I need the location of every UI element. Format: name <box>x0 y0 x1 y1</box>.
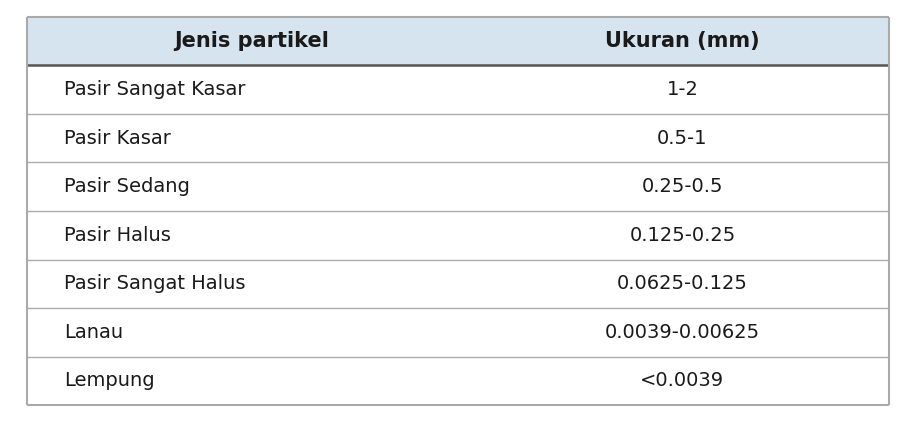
Text: 0.25-0.5: 0.25-0.5 <box>642 177 723 196</box>
Text: Jenis partikel: Jenis partikel <box>174 31 330 51</box>
Text: Pasir Sangat Kasar: Pasir Sangat Kasar <box>64 80 245 99</box>
Text: 0.0625-0.125: 0.0625-0.125 <box>617 274 747 293</box>
Text: Lempung: Lempung <box>64 371 155 390</box>
Bar <box>27 162 889 211</box>
Bar <box>27 308 889 357</box>
Text: 0.125-0.25: 0.125-0.25 <box>629 226 736 245</box>
Bar <box>27 211 889 260</box>
Bar <box>27 114 889 162</box>
Text: Ukuran (mm): Ukuran (mm) <box>605 31 759 51</box>
Bar <box>27 260 889 308</box>
Text: Lanau: Lanau <box>64 323 124 342</box>
Text: Pasir Halus: Pasir Halus <box>64 226 171 245</box>
Text: 0.5-1: 0.5-1 <box>657 129 708 148</box>
Text: 0.0039-0.00625: 0.0039-0.00625 <box>605 323 760 342</box>
Text: Pasir Kasar: Pasir Kasar <box>64 129 171 148</box>
Bar <box>27 65 889 114</box>
Bar <box>27 357 889 405</box>
Text: <0.0039: <0.0039 <box>640 371 725 390</box>
Text: Pasir Sedang: Pasir Sedang <box>64 177 190 196</box>
Text: 1-2: 1-2 <box>667 80 698 99</box>
Text: Pasir Sangat Halus: Pasir Sangat Halus <box>64 274 245 293</box>
Bar <box>27 17 889 65</box>
